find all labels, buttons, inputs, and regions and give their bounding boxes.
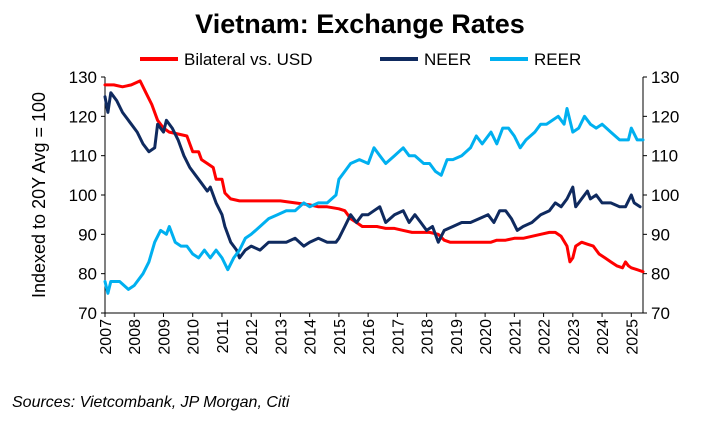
y-tick-label-left: 120 [69,107,97,126]
y-tick-label-right: 80 [651,265,670,284]
y-tick-label-right: 130 [651,68,679,87]
y-tick-label-left: 80 [78,265,97,284]
x-tick-label: 2022 [537,319,554,355]
series-line-neer [103,91,642,260]
y-tick-label-left: 130 [69,68,97,87]
legend: Bilateral vs. USD NEER REER [140,50,581,69]
x-tick-label: 2011 [215,319,232,354]
x-tick-label: 2018 [420,319,437,355]
series-line-bilateral-vs-usd [103,79,645,274]
x-tick-label: 2008 [127,319,144,355]
legend-label: Bilateral vs. USD [184,50,312,69]
y-tick-label-right: 120 [651,107,679,126]
x-tick-label: 2020 [478,319,495,355]
y-ticks-left: 70 80 90 100 110 120 130 [69,68,105,323]
x-tick-label: 2012 [244,319,261,355]
x-tick-label: 2019 [449,319,466,355]
legend-label: NEER [424,50,471,69]
x-tick-label: 2013 [273,319,290,355]
y-tick-label-left: 110 [70,147,97,166]
x-tick-label: 2015 [332,319,349,355]
y-tick-label-left: 100 [69,186,97,205]
x-tick-label: 2014 [303,319,320,355]
x-tick-label: 2007 [98,319,115,355]
x-tick-label: 2023 [566,319,583,355]
x-tick-label: 2025 [624,319,641,355]
x-ticks: 2007 2008 2009 2010 2011 2012 2013 2014 2015 2016… [98,313,641,355]
x-tick-label: 2010 [186,319,203,355]
series-line-reer [103,107,645,295]
chart-title: Vietnam: Exchange Rates [195,9,525,39]
x-tick-label: 2021 [507,319,524,355]
source-note: Sources: Vietcombank, JP Morgan, Citi [12,394,290,411]
x-tick-label: 2017 [390,319,407,355]
y-tick-label-right: 110 [651,147,678,166]
legend-label: REER [534,50,581,69]
y-tick-label-right: 70 [651,304,670,323]
y-tick-label-right: 90 [651,225,670,244]
y-tick-label-left: 90 [78,225,97,244]
y-axis-label: Indexed to 20Y Avg = 100 [29,92,49,298]
y-tick-label-right: 100 [651,186,679,205]
plot-frame [104,77,644,314]
y-ticks-right: 70 80 90 100 110 120 130 [643,68,679,323]
x-tick-label: 2024 [595,319,612,355]
series-lines [103,79,645,295]
x-tick-label: 2016 [361,319,378,355]
y-tick-label-left: 70 [78,304,97,323]
x-tick-label: 2009 [156,319,173,355]
